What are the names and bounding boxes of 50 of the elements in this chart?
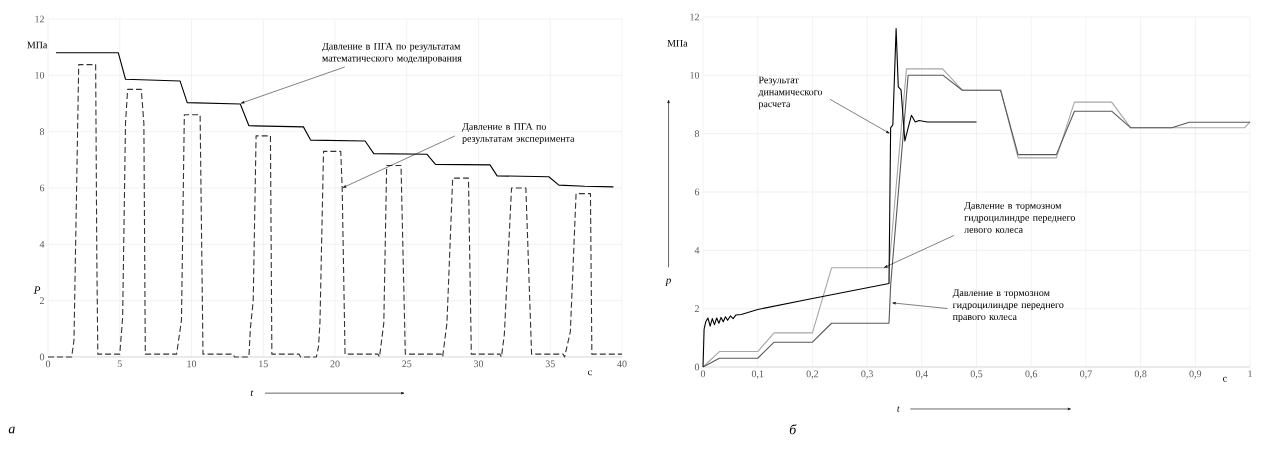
y-tick-label: 4 [39, 241, 45, 248]
y-tick-label: 6 [694, 188, 700, 196]
x-tick-label: 0,2 [806, 370, 819, 379]
y-tick-label: 10 [35, 71, 45, 79]
line-series [47, 64, 623, 358]
x-tick-label: 0,7 [1080, 370, 1092, 379]
text: МПа [27, 41, 48, 49]
annotation: Результат динамического расчета [758, 76, 823, 110]
annotation: Давление в тормозном гидроцилиндре переднего левого колеса [964, 202, 1075, 233]
x-tick-label: 0,6 [1025, 370, 1038, 379]
y-tick-label: 10 [690, 71, 700, 79]
x-tick-label: 5 [117, 360, 122, 368]
x-tick-label: 0 [45, 360, 51, 368]
x-axis-title: t [250, 390, 254, 396]
text: с [588, 370, 592, 376]
text: а [8, 426, 15, 434]
y-tick-label: 0 [39, 353, 45, 361]
x-tick-label: 25 [402, 360, 412, 368]
text: б [789, 424, 797, 435]
x-tick-label: 1 [1248, 370, 1252, 378]
x-tick-label: 35 [545, 360, 555, 368]
x-tick-label: 0,5 [970, 370, 983, 379]
x-tick-label: 40 [617, 360, 627, 368]
y-axis-title: P [33, 286, 41, 294]
y-tick-label: 2 [694, 305, 699, 312]
y-tick-label: 6 [39, 184, 45, 192]
x-tick-label: 0,4 [915, 370, 928, 379]
x-tick-label: 30 [474, 360, 484, 368]
y-axis-title: p [665, 278, 671, 287]
y-tick-label: 4 [694, 247, 700, 254]
y-tick-label: 2 [39, 297, 44, 304]
y-tick-label: 12 [35, 15, 44, 23]
annotation: Давление в ПГА по результатам эксперимента [462, 123, 575, 144]
x-tick-label: 0,3 [861, 370, 873, 379]
line-series [55, 52, 614, 188]
y-tick-label: 8 [694, 130, 700, 138]
annotation: Давление в тормозном гидроцилиндре переднего правого колеса [952, 289, 1064, 323]
x-tick-label: 0 [700, 370, 706, 378]
y-tick-label: 8 [39, 128, 45, 136]
x-tick-label: 0,8 [1134, 370, 1147, 379]
x-tick-label: 20 [330, 360, 340, 368]
annotation: Давление в ПГА по результатам математического моделирования [322, 42, 462, 64]
x-tick-label: 15 [259, 360, 268, 368]
text: МПа [667, 39, 688, 47]
x-tick-label: 0,9 [1189, 370, 1202, 379]
y-tick-label: 12 [690, 13, 699, 21]
x-axis-title: t [897, 406, 900, 412]
x-tick-label: 10 [187, 360, 197, 368]
x-tick-label: 0,1 [751, 370, 764, 379]
text: с [1223, 376, 1227, 382]
